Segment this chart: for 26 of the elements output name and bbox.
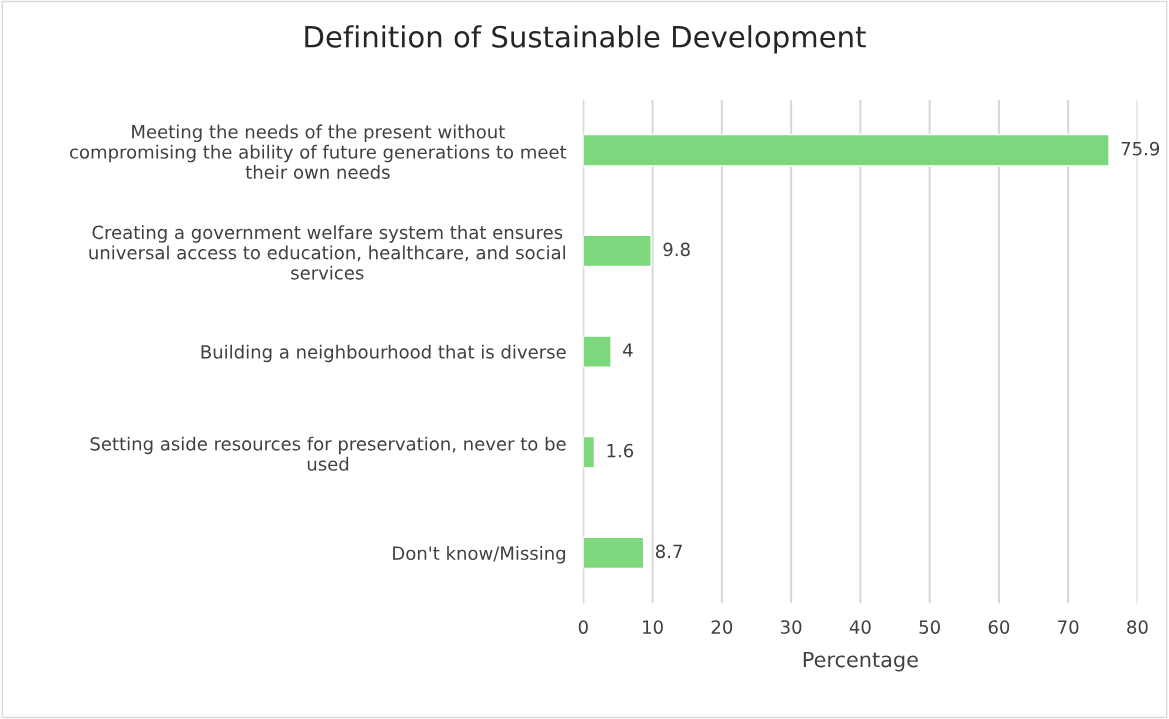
x-tick-label: 50	[919, 620, 940, 634]
x-tick-label: 80	[1127, 620, 1148, 634]
data-label: 4	[623, 343, 633, 357]
data-label: 9.8	[663, 242, 690, 257]
x-tick-label: 10	[643, 620, 663, 634]
x-tick-label: 70	[1058, 620, 1079, 634]
y-tick-label: Setting aside resources for preservation, never to be used	[90, 436, 566, 471]
y-tick-label: Building a neighbourhood that is diverse	[201, 344, 566, 363]
bar	[583, 536, 645, 570]
y-tick-label: Don't know/Missing	[393, 546, 566, 564]
y-tick-label: Meeting the needs of the present without compromising the ability of future generations to meet their own needs	[70, 124, 567, 179]
bar	[583, 234, 652, 268]
data-label: 8.7	[655, 544, 682, 559]
chart-title: Definition of Sustainable Development	[305, 25, 866, 54]
bar	[583, 335, 612, 368]
y-tick-label: Creating a government welfare system that ensures universal access to education, healthcare, and social services	[89, 225, 565, 280]
x-tick-label: 40	[849, 620, 871, 634]
x-tick-label: 0	[578, 620, 588, 634]
bar	[583, 435, 596, 469]
data-label: 75.9	[1121, 141, 1160, 156]
x-axis-title: Percentage	[803, 651, 918, 672]
x-tick-label: 20	[711, 620, 733, 634]
x-tick-label: 30	[781, 620, 802, 634]
data-label: 1.6	[607, 443, 634, 458]
bar	[583, 133, 1110, 167]
x-tick-label: 60	[988, 620, 1010, 634]
